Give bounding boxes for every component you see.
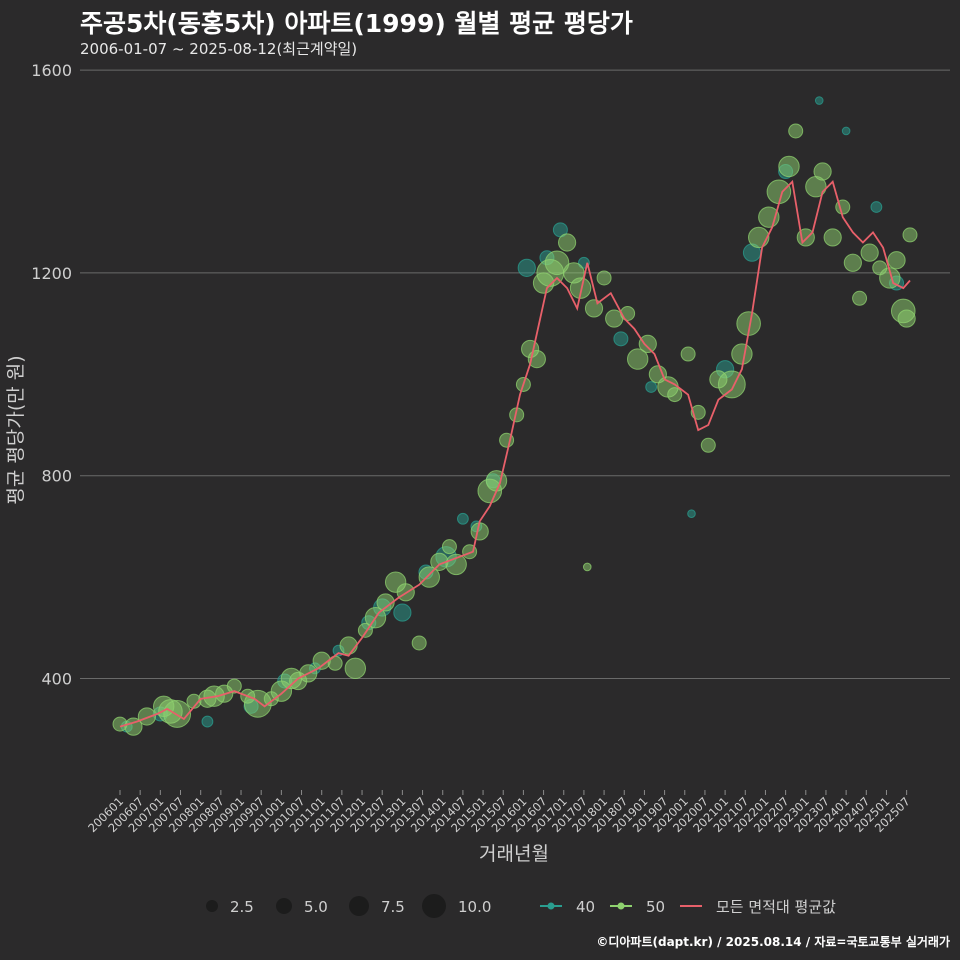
data-point [393, 603, 412, 622]
legend-size-label: 7.5 [381, 898, 405, 916]
data-point [137, 707, 156, 726]
data-point [517, 258, 536, 277]
y-axis-ticks: 400 800 1200 1600 [31, 61, 72, 688]
data-point [788, 123, 804, 139]
data-point [613, 331, 629, 347]
data-point [717, 370, 746, 399]
data-point [441, 539, 457, 555]
legend-size-label: 10.0 [458, 898, 491, 916]
data-point [731, 343, 753, 365]
data-point [638, 334, 657, 353]
legend-size-marker [276, 898, 292, 914]
data-point [344, 657, 367, 680]
data-point [852, 290, 868, 306]
data-point [226, 678, 242, 694]
data-point [870, 201, 883, 213]
data-point [843, 253, 862, 272]
legend-size-marker [349, 896, 369, 916]
data-point [376, 593, 395, 612]
data-point [680, 346, 696, 362]
y-tick-label: 800 [41, 467, 72, 486]
legend-series-dot [547, 902, 555, 910]
y-tick-label: 1200 [31, 264, 72, 283]
data-point [582, 562, 592, 572]
legend-size-label: 5.0 [304, 898, 328, 916]
x-axis-ticks: 2006012006072007012007072008012008072009… [85, 790, 913, 835]
data-point [766, 179, 792, 205]
data-point [687, 509, 696, 519]
data-point [627, 348, 649, 370]
average-line-path [119, 179, 911, 728]
data-point [897, 309, 916, 328]
data-point [823, 228, 842, 247]
legend-series-label: 모든 면적대 평균값 [716, 898, 836, 916]
legend-series-label: 50 [646, 898, 665, 916]
y-tick-label: 400 [41, 669, 72, 688]
data-point [124, 717, 143, 736]
y-tick-label: 1600 [31, 61, 72, 80]
data-point [813, 162, 832, 181]
legend-series-dot [617, 902, 625, 910]
data-point [667, 387, 683, 403]
data-point [339, 636, 358, 655]
chart-subtitle: 2006-01-07 ~ 2025-08-12(최근계약일) [80, 40, 358, 58]
legend: 2.5 5.0 7.5 10.0 40 50 모든 면적대 평균값 [206, 894, 836, 918]
grid-lines [80, 69, 950, 679]
data-point [558, 233, 577, 252]
data-point [814, 96, 824, 105]
data-point [569, 277, 592, 299]
average-line [119, 179, 911, 728]
chart-title: 주공5차(동홍5차) 아파트(1999) 월별 평균 평당가 [80, 9, 633, 38]
data-point [544, 250, 570, 276]
data-point [860, 243, 879, 262]
data-point [411, 635, 427, 651]
footer-credit: ©디아파트(dapt.kr) / 2025.08.14 / 자료=국토교통부 실… [596, 935, 950, 949]
data-point [584, 299, 604, 318]
data-point [778, 155, 800, 178]
legend-series-label: 40 [576, 898, 595, 916]
data-point [700, 437, 716, 453]
data-point [645, 381, 658, 393]
data-point [620, 305, 636, 321]
data-point [596, 270, 612, 286]
data-point [201, 715, 214, 728]
data-point [748, 226, 770, 249]
data-point [485, 470, 508, 492]
data-point [902, 227, 918, 243]
legend-size-marker [206, 900, 218, 912]
legend-size-label: 2.5 [230, 898, 254, 916]
data-point [841, 126, 851, 136]
y-axis-label: 평균 평당가(만 원) [5, 355, 27, 504]
x-axis-label: 거래년월 [479, 843, 549, 865]
data-point [887, 251, 906, 270]
data-point [456, 512, 469, 525]
legend-size-marker [422, 894, 446, 918]
data-point [418, 566, 440, 588]
